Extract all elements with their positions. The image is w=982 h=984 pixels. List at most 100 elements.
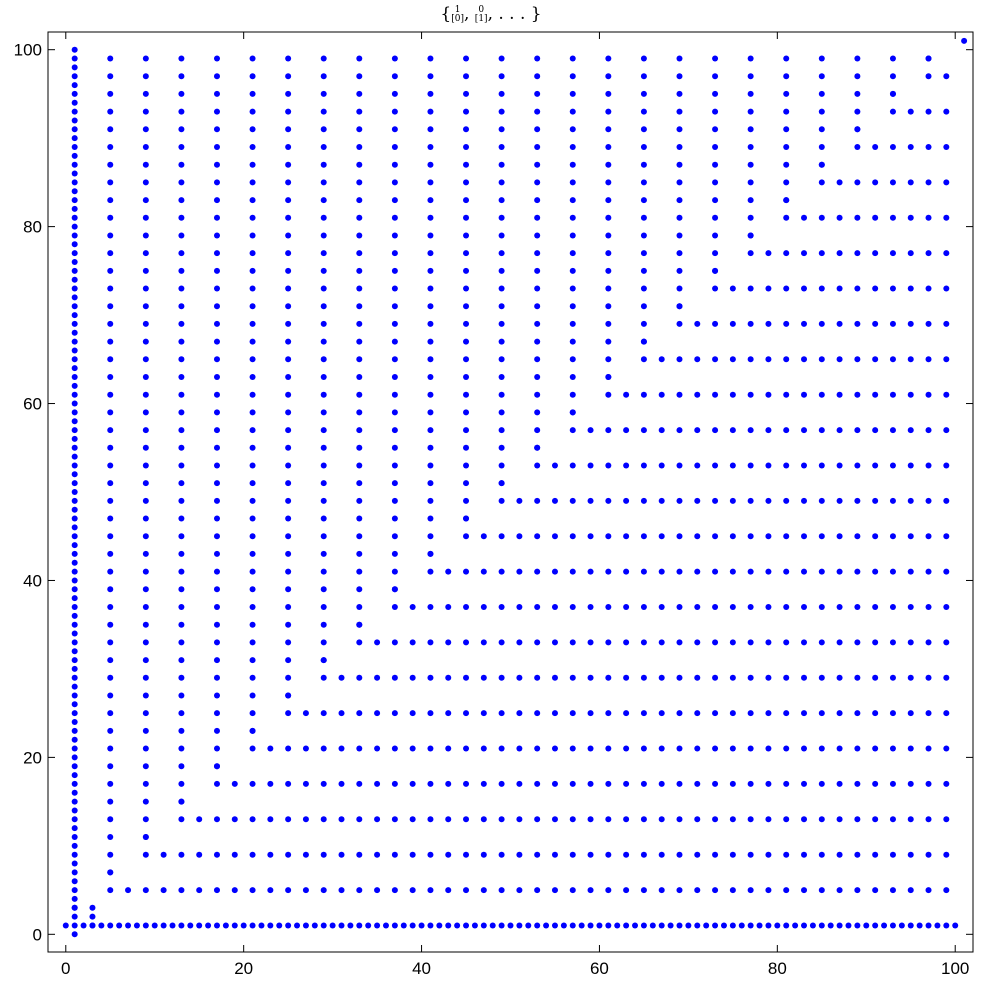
data-point bbox=[391, 550, 398, 557]
data-point bbox=[747, 285, 754, 292]
data-point bbox=[463, 780, 470, 787]
data-point bbox=[178, 692, 185, 699]
x-tick-label: 100 bbox=[941, 959, 969, 978]
data-point bbox=[818, 710, 825, 717]
data-point bbox=[872, 604, 879, 610]
data-point bbox=[605, 126, 612, 133]
data-point bbox=[712, 922, 719, 929]
data-point bbox=[151, 922, 158, 929]
data-point bbox=[107, 497, 114, 504]
data-point bbox=[71, 497, 78, 504]
data-point bbox=[213, 374, 220, 380]
data-point bbox=[320, 550, 327, 557]
data-point bbox=[285, 267, 292, 274]
data-point bbox=[694, 816, 701, 823]
data-point bbox=[498, 320, 505, 327]
data-point bbox=[320, 303, 327, 310]
data-point bbox=[213, 745, 220, 752]
data-point bbox=[534, 90, 541, 97]
data-point bbox=[801, 250, 808, 257]
data-point bbox=[783, 197, 790, 204]
data-point bbox=[107, 692, 114, 699]
data-point bbox=[783, 568, 790, 575]
data-point bbox=[765, 285, 772, 292]
data-point bbox=[267, 922, 274, 929]
data-point bbox=[89, 913, 96, 920]
data-point bbox=[178, 356, 185, 363]
data-point bbox=[427, 108, 434, 115]
data-point bbox=[516, 745, 523, 752]
data-point bbox=[463, 356, 470, 363]
data-point bbox=[640, 250, 647, 257]
data-point bbox=[801, 462, 808, 469]
data-point bbox=[356, 515, 363, 522]
data-point bbox=[783, 108, 790, 115]
data-point bbox=[640, 214, 647, 221]
data-point bbox=[872, 179, 879, 186]
data-point bbox=[801, 356, 808, 363]
data-point bbox=[943, 250, 950, 257]
data-point bbox=[783, 851, 790, 858]
data-point bbox=[658, 887, 665, 894]
data-point bbox=[320, 639, 327, 646]
data-point bbox=[142, 427, 149, 434]
data-point bbox=[213, 108, 220, 115]
data-point bbox=[71, 542, 78, 549]
data-point bbox=[872, 144, 879, 150]
data-point bbox=[142, 55, 149, 62]
data-point bbox=[534, 887, 541, 894]
data-point bbox=[783, 745, 790, 752]
data-point bbox=[658, 745, 665, 752]
data-point bbox=[249, 515, 256, 522]
data-point bbox=[605, 745, 612, 752]
data-point bbox=[605, 356, 612, 363]
data-point bbox=[391, 232, 398, 239]
data-point bbox=[729, 391, 736, 398]
data-point bbox=[320, 391, 327, 398]
data-point bbox=[391, 144, 398, 150]
data-point bbox=[605, 604, 612, 610]
data-point bbox=[498, 250, 505, 257]
data-point bbox=[623, 851, 630, 858]
data-point bbox=[427, 480, 434, 487]
data-point bbox=[178, 922, 185, 929]
data-point bbox=[694, 356, 701, 363]
data-point bbox=[178, 232, 185, 239]
data-point bbox=[801, 780, 808, 787]
data-point bbox=[854, 745, 861, 752]
data-point bbox=[640, 922, 647, 929]
data-point bbox=[498, 374, 505, 380]
data-point bbox=[427, 338, 434, 345]
data-point bbox=[747, 533, 754, 540]
data-point bbox=[765, 533, 772, 540]
data-point bbox=[640, 179, 647, 186]
data-point bbox=[720, 922, 727, 929]
data-point bbox=[391, 515, 398, 522]
data-point bbox=[142, 798, 149, 805]
data-point bbox=[943, 497, 950, 504]
data-point bbox=[285, 533, 292, 540]
data-point bbox=[872, 320, 879, 327]
data-point bbox=[391, 462, 398, 469]
data-point bbox=[133, 922, 140, 929]
data-point bbox=[80, 922, 87, 929]
data-point bbox=[71, 683, 78, 690]
data-point bbox=[427, 232, 434, 239]
data-point bbox=[178, 710, 185, 717]
data-point bbox=[338, 816, 345, 823]
data-point bbox=[178, 639, 185, 646]
data-point bbox=[463, 197, 470, 204]
title-matrix-2: [0 1] bbox=[474, 4, 488, 24]
data-point bbox=[907, 427, 914, 434]
data-point bbox=[551, 887, 558, 894]
data-point bbox=[178, 73, 185, 80]
data-point bbox=[71, 55, 78, 62]
data-point bbox=[178, 320, 185, 327]
data-point bbox=[178, 285, 185, 292]
data-point bbox=[836, 639, 843, 646]
data-point bbox=[142, 338, 149, 345]
data-point bbox=[836, 887, 843, 894]
data-point bbox=[889, 144, 896, 150]
data-point bbox=[285, 303, 292, 310]
data-point bbox=[480, 639, 487, 646]
